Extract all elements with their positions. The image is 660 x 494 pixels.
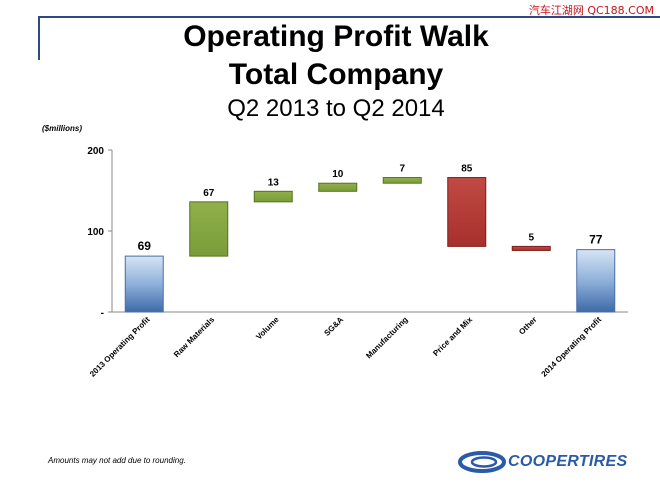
cooper-tires-logo: COOPERTIRES [458, 449, 648, 475]
y-tick-label: 200 [87, 146, 104, 157]
watermark: 汽车江湖网 QC188.COM [528, 4, 654, 17]
logo-text: COOPERTIRES [508, 453, 628, 470]
header-rule [38, 16, 660, 18]
page-title-line2: Total Company [228, 58, 444, 91]
bar-2 [253, 190, 293, 203]
bar-4 [382, 177, 422, 184]
data-label-0: 69 [138, 239, 152, 253]
data-label-3: 10 [332, 169, 344, 180]
page-subtitle: Q2 2013 to Q2 2014 [227, 95, 445, 122]
data-label-4: 7 [399, 164, 405, 175]
category-label-5: Price and Mix [431, 315, 474, 358]
bar-3 [318, 182, 358, 192]
category-label-4: Manufacturing [364, 315, 409, 360]
bar-7 [576, 249, 616, 313]
category-label-2: Volume [254, 315, 281, 342]
data-label-2: 13 [268, 177, 280, 188]
category-label-0: 2013 Operating Profit [88, 315, 152, 379]
y-tick-label: 100 [87, 227, 104, 238]
bar-0 [124, 255, 164, 313]
category-label-1: Raw Materials [172, 315, 216, 359]
data-label-6: 5 [528, 232, 534, 243]
header-side-rule [38, 16, 40, 60]
bar-1 [189, 201, 229, 257]
page-title: Operating Profit Walk [183, 20, 489, 53]
category-label-3: SG&A [322, 315, 345, 338]
units-label: ($millions) [42, 124, 83, 133]
category-label-6: Other [517, 315, 538, 336]
data-label-5: 85 [461, 164, 473, 175]
waterfall-chart: - 100 200 69 2013 Operating Profit 67 Raw Mate… [87, 146, 628, 379]
logo-swoosh-icon [458, 451, 506, 473]
category-label-7: 2014 Operating Profit [540, 315, 604, 379]
bar-5 [447, 177, 487, 247]
y-tick-label: - [101, 308, 104, 319]
data-label-1: 67 [203, 188, 215, 199]
footnote: Amounts may not add due to rounding. [48, 456, 186, 465]
bar-6 [511, 245, 551, 251]
data-label-7: 77 [589, 233, 603, 247]
